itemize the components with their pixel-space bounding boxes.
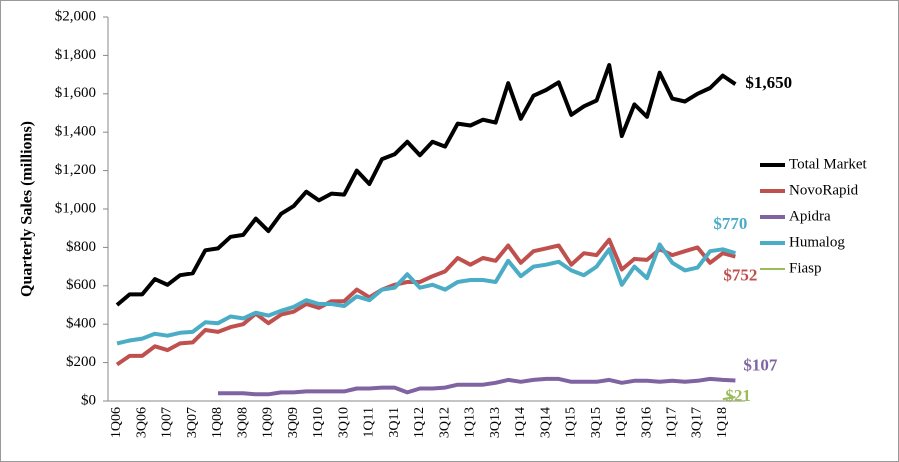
- data-label: $107: [743, 355, 778, 374]
- x-tick-label: 1Q12: [412, 407, 427, 438]
- x-tick-label: 1Q11: [362, 407, 377, 438]
- x-tick-label: 1Q14: [513, 407, 528, 438]
- y-tick-label: $1,800: [55, 47, 96, 63]
- x-tick-label: 3Q07: [185, 407, 200, 438]
- data-label: $21: [725, 386, 751, 405]
- data-label: $770: [713, 214, 747, 233]
- y-tick-label: $0: [81, 392, 96, 408]
- x-tick-label: 1Q13: [463, 407, 478, 438]
- x-tick-label: 1Q15: [564, 407, 579, 438]
- x-tick-label: 3Q09: [286, 407, 301, 438]
- x-tick-label: 1Q06: [109, 407, 124, 438]
- x-tick-label: 1Q10: [311, 407, 326, 438]
- y-axis-title: Quarterly Sales (millions): [19, 121, 36, 297]
- data-label: $752: [723, 266, 757, 285]
- x-tick-label: 3Q16: [639, 407, 654, 438]
- x-tick-label: 3Q17: [690, 407, 705, 438]
- series-line: [218, 376, 736, 397]
- x-tick-label: 1Q07: [160, 407, 175, 438]
- y-tick-label: $1,400: [55, 124, 96, 140]
- legend-label: Humalog: [789, 234, 845, 250]
- y-tick-label: $800: [66, 239, 96, 255]
- x-tick-label: 3Q11: [387, 407, 402, 438]
- series-line: [722, 396, 736, 401]
- series-line: [116, 242, 736, 346]
- y-tick-label: $1,000: [55, 200, 96, 216]
- x-tick-label: 3Q12: [437, 407, 452, 438]
- x-tick-label: 3Q08: [235, 407, 250, 438]
- legend-label: Total Market: [789, 156, 868, 172]
- y-tick-label: $1,600: [55, 85, 96, 101]
- x-tick-label: 3Q10: [336, 407, 351, 438]
- x-tick-label: 1Q18: [715, 407, 730, 438]
- y-tick-label: $400: [66, 316, 96, 332]
- x-tick-label: 1Q17: [664, 407, 679, 438]
- x-tick-label: 3Q13: [488, 407, 503, 438]
- x-tick-label: 3Q06: [134, 407, 149, 438]
- y-tick-label: $2,000: [55, 8, 96, 24]
- y-tick-label: $1,200: [55, 162, 96, 178]
- legend-label: Fiasp: [789, 260, 822, 276]
- x-tick-label: 3Q14: [538, 407, 553, 438]
- series-line: [115, 63, 737, 307]
- legend-label: NovoRapid: [789, 182, 859, 198]
- y-tick-label: $600: [66, 277, 96, 293]
- y-tick-label: $200: [66, 354, 96, 370]
- x-tick-label: 3Q15: [589, 407, 604, 438]
- x-tick-label: 1Q09: [261, 407, 276, 438]
- x-tick-label: 1Q16: [614, 407, 629, 438]
- x-tick-label: 1Q08: [210, 407, 225, 438]
- series-line: [115, 237, 736, 367]
- data-label: $1,650: [745, 73, 792, 92]
- legend-label: Apidra: [789, 208, 831, 224]
